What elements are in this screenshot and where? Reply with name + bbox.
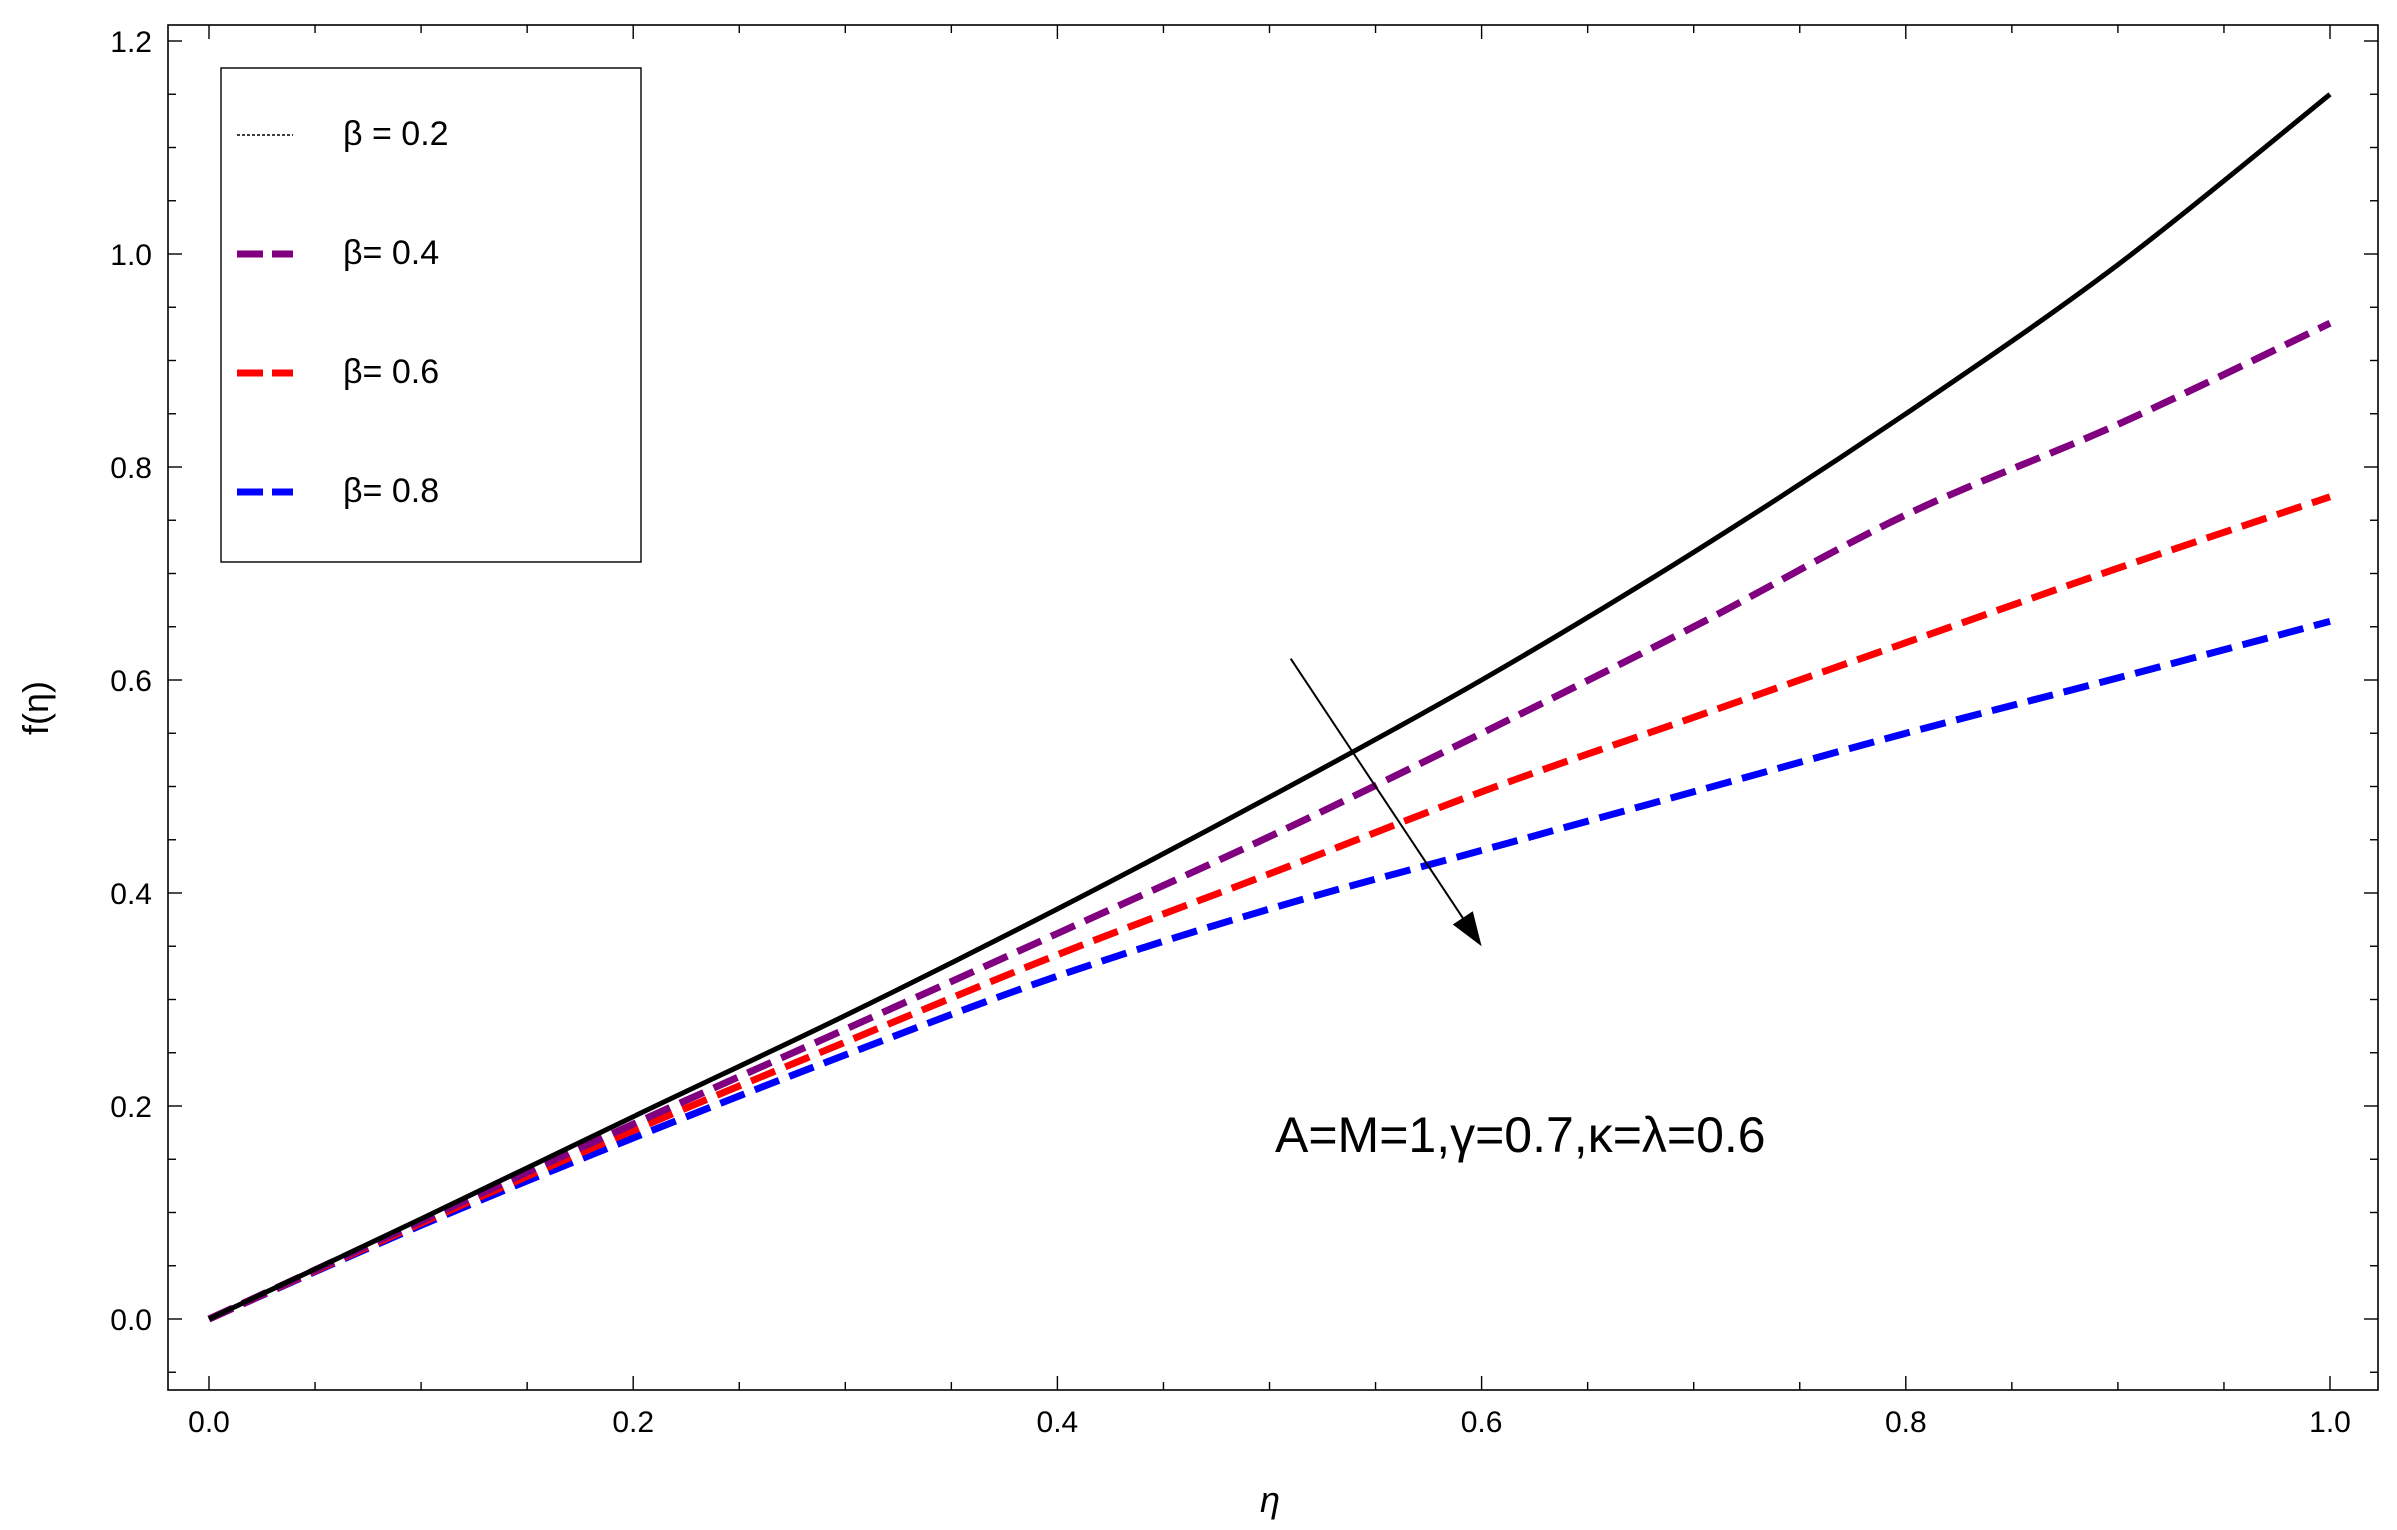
y-tick-label: 0.8: [110, 452, 152, 485]
arrow-head: [1452, 911, 1482, 947]
x-axis-label: η: [1260, 1479, 1280, 1520]
y-axis-label: f(η): [15, 681, 56, 735]
trend-arrow: [1289, 658, 1482, 947]
series-line: [207, 320, 2332, 1323]
arrow-shaft: [1289, 658, 1464, 919]
axis-tick-labels: 0.0 0.2 0.4 0.6 0.8 1.0 0.0 0.2 0.4 0.6 0.8 1.0 1.2: [110, 26, 2351, 1439]
y-tick-label: 1.2: [110, 26, 152, 59]
series-line: [207, 92, 2332, 1322]
y-tick-label: 0.0: [110, 1304, 152, 1337]
series-line: [207, 618, 2331, 1323]
x-tick-label: 0.6: [1461, 1406, 1503, 1439]
x-tick-label: 0.8: [1885, 1406, 1927, 1439]
legend-box: [220, 67, 642, 563]
x-tick-label: 0.2: [612, 1406, 654, 1439]
y-tick-label: 0.2: [110, 1091, 152, 1124]
legend-label: β= 0.8: [343, 472, 439, 510]
axis-ticks: [168, 25, 2378, 1390]
legend-label: β = 0.2: [343, 115, 449, 153]
series-line: [207, 493, 2332, 1323]
legend-label: β= 0.4: [343, 234, 439, 272]
x-tick-label: 0.0: [188, 1406, 230, 1439]
series-group: [207, 92, 2332, 1323]
y-tick-label: 0.6: [110, 665, 152, 698]
x-tick-label: 0.4: [1037, 1406, 1079, 1439]
annotation-text: A=M=1,γ=0.7,κ=λ=0.6: [1275, 1107, 1766, 1163]
x-tick-label: 1.0: [2309, 1406, 2351, 1439]
legend-label: β= 0.6: [343, 353, 439, 391]
y-tick-label: 0.4: [110, 878, 152, 911]
y-tick-label: 1.0: [110, 239, 152, 272]
plot-frame: [167, 24, 2379, 1391]
legend: β = 0.2 β= 0.4 β= 0.6 β= 0.8: [220, 67, 642, 563]
